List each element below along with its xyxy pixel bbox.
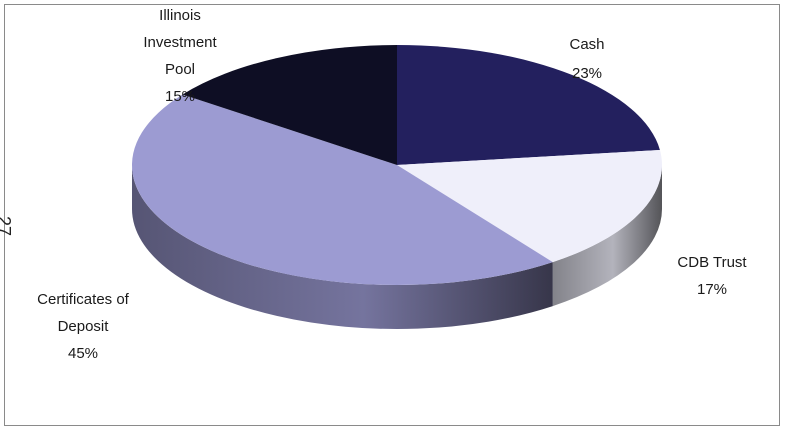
pie-side-cdb-trust: [552, 165, 662, 307]
slice-label-cdb-trust: CDB Trust 17%: [677, 254, 747, 298]
slice-label-certificates-of-deposit: Certificates of Deposit 45%: [37, 291, 130, 362]
pie-side-certificates-of-deposit: [132, 165, 553, 329]
pie-slice-certificates-of-deposit: [132, 94, 553, 285]
slice-label-cash: Cash 23%: [569, 36, 604, 82]
pie-slice-cash: [397, 45, 660, 165]
pie-slice-cdb-trust: [397, 149, 662, 263]
pie-slice-illinois-investment-pool: [182, 45, 397, 165]
slice-label-illinois-investment-pool: Illinois Investment Pool 15%: [143, 7, 217, 105]
